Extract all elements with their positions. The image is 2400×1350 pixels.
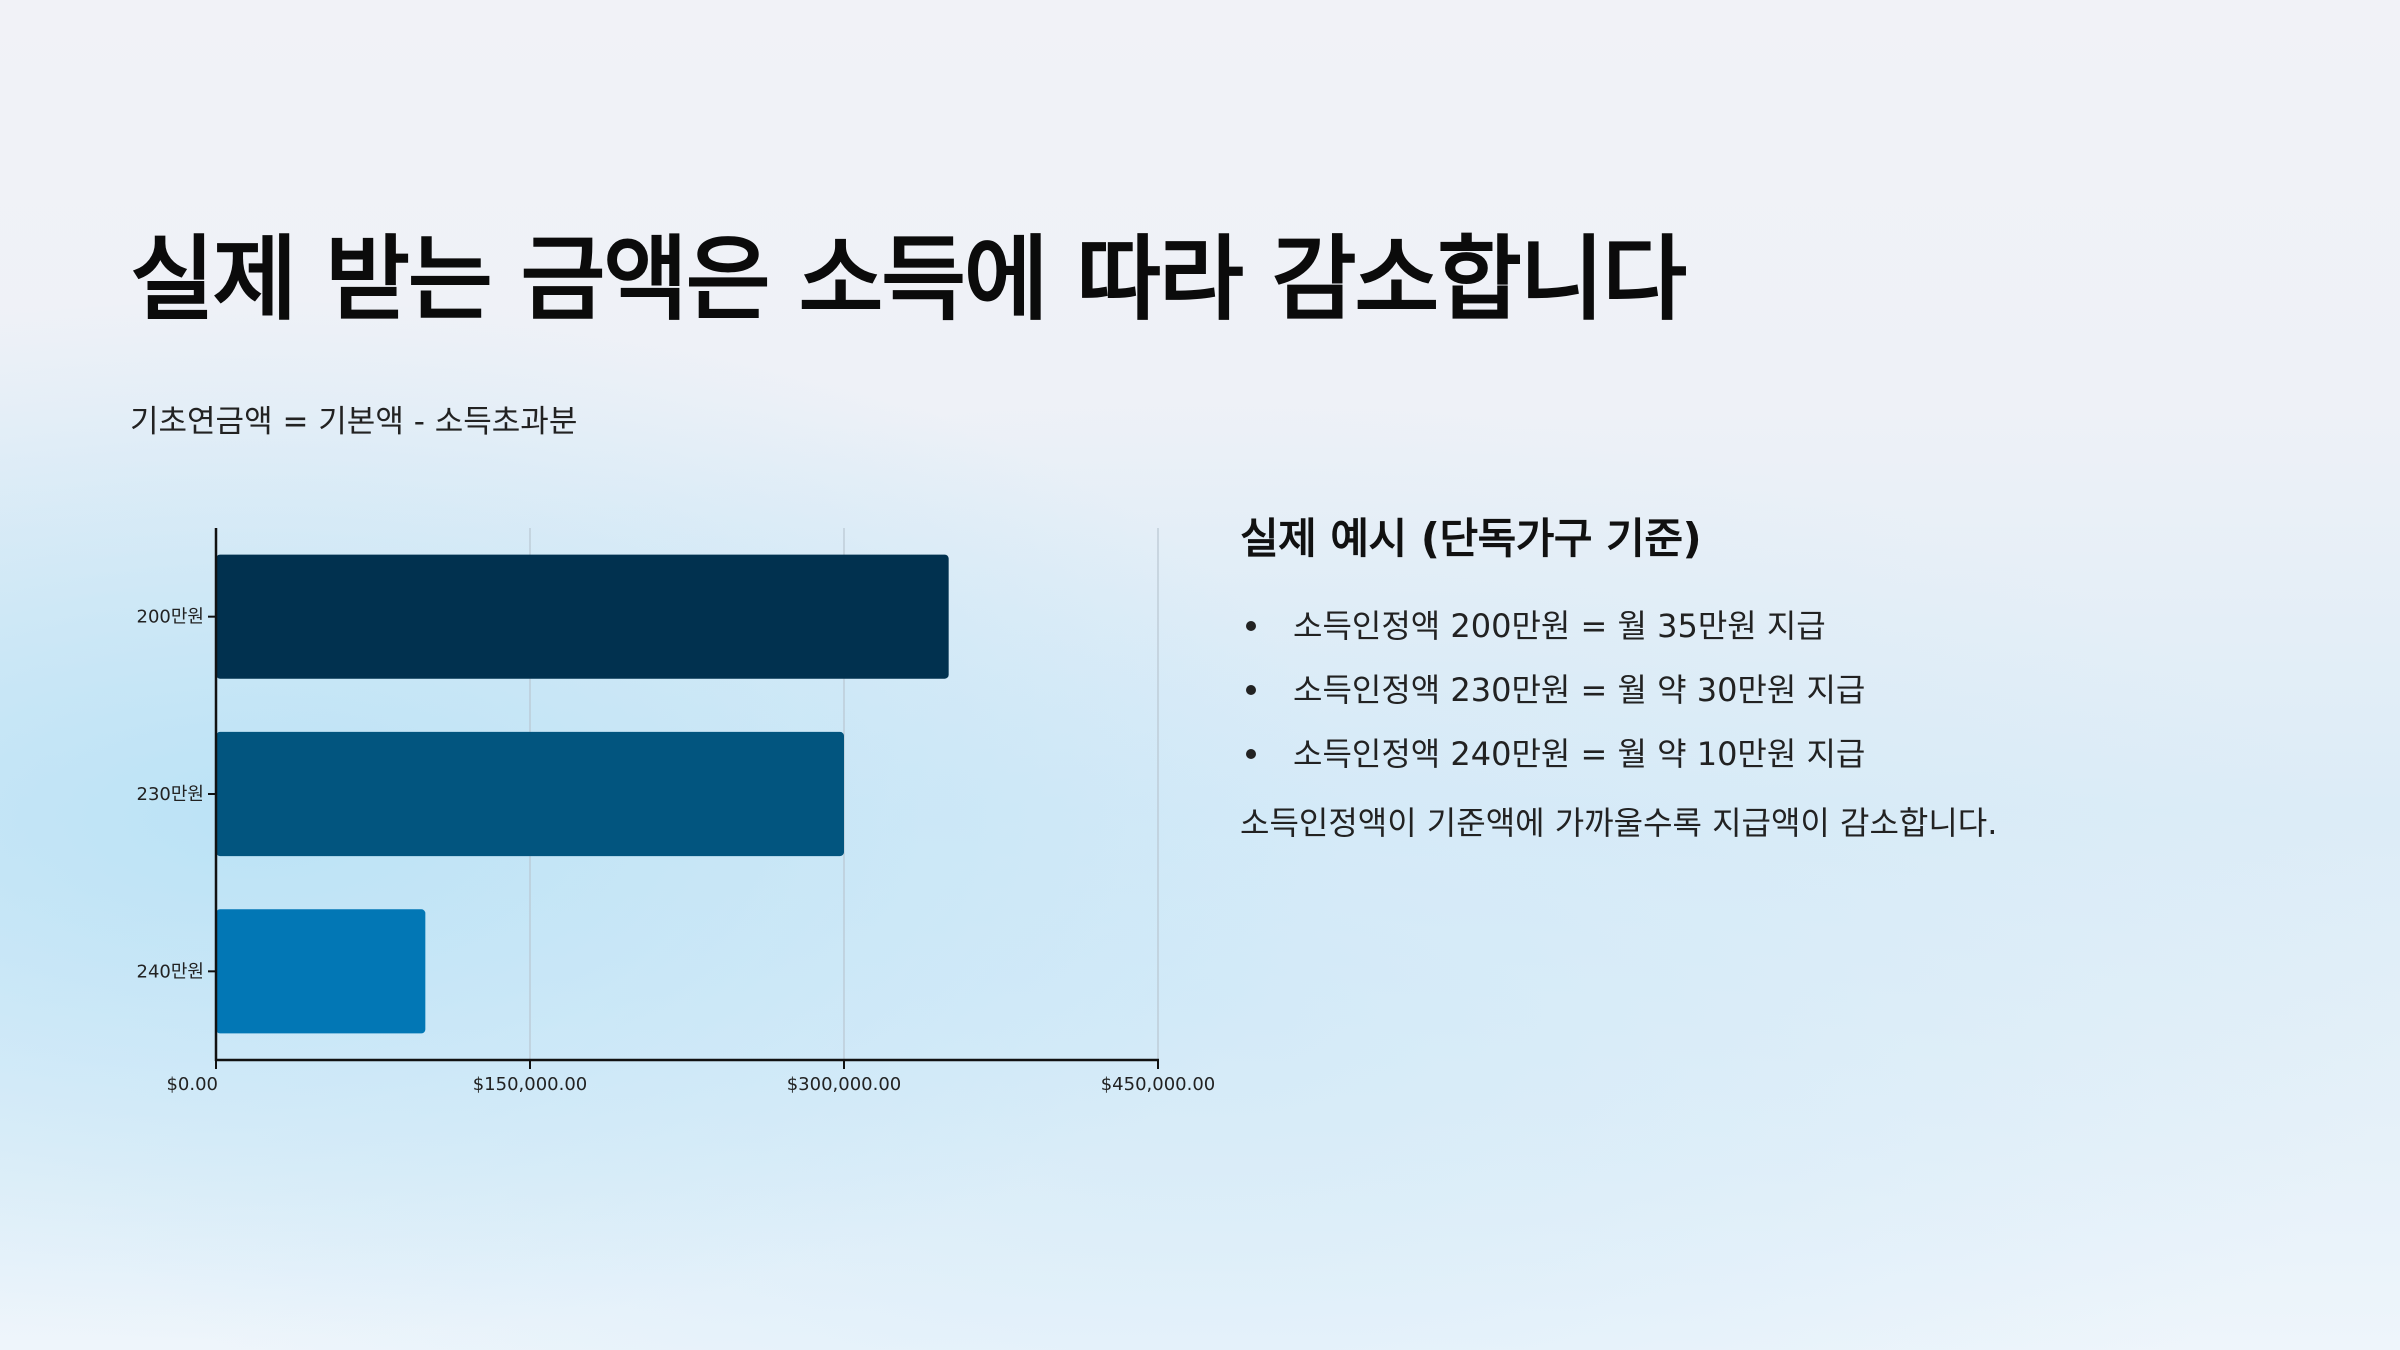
bar-1 [216,731,844,857]
slide-title: 실제 받는 금액은 소득에 따라 감소합니다 [130,226,1687,333]
bullet-dot-icon [1246,749,1256,759]
x-tick-label: $0.00 [166,1074,218,1095]
bullet-dot-icon [1246,685,1256,695]
example-item-text: 소득인정액 230만원 = 월 약 30만원 지급 [1293,671,1866,709]
example-title: 실제 예시 (단독가구 기준) [1240,514,1702,563]
y-tick-label: 200만원 [137,607,204,628]
example-item-230: 소득인정액 230만원 = 월 약 30만원 지급 [1240,670,2340,710]
example-item-240: 소득인정액 240만원 = 월 약 10만원 지급 [1240,734,2340,774]
x-tick-label: $450,000.00 [1101,1074,1216,1095]
bar-0 [216,554,949,679]
formula-text: 기초연금액 = 기본액 - 소득초과분 [130,404,578,440]
y-tick-label: 230만원 [137,784,204,805]
example-item-200: 소득인정액 200만원 = 월 35만원 지급 [1240,606,2340,646]
example-panel: 실제 예시 (단독가구 기준) 소득인정액 200만원 = 월 35만원 지급 … [1240,505,2340,844]
example-item-text: 소득인정액 200만원 = 월 35만원 지급 [1293,607,1826,645]
bar-2 [216,909,426,1034]
bar-chart-svg: 200만원 230만원 240만원 $0.00 $150,000.00 $300,000.… [137,528,1216,1095]
bullet-dot-icon [1246,621,1256,631]
example-item-text: 소득인정액 240만원 = 월 약 10만원 지급 [1293,735,1866,773]
x-tick-label: $150,000.00 [473,1074,588,1095]
example-list: 소득인정액 200만원 = 월 35만원 지급 소득인정액 230만원 = 월 … [1240,606,2340,774]
y-tick-label: 240만원 [137,961,204,982]
x-tick-label: $300,000.00 [787,1074,902,1095]
example-note: 소득인정액이 기준액에 가까울수록 지급액이 감소합니다. [1240,804,1998,842]
bar-chart: 200만원 230만원 240만원 $0.00 $150,000.00 $300,000.… [100,510,1240,1110]
